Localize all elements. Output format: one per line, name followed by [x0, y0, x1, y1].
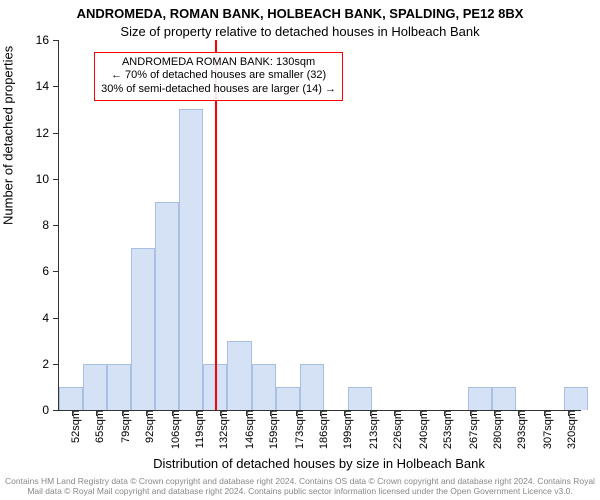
histogram-bar — [252, 364, 276, 410]
histogram-bar — [59, 387, 83, 410]
y-tick-label: 8 — [42, 218, 59, 232]
histogram-bar — [492, 387, 516, 410]
x-tick-label: 119sqm — [186, 410, 206, 448]
histogram-bar — [179, 109, 203, 410]
y-tick-label: 10 — [36, 172, 59, 186]
x-tick-label: 65sqm — [86, 410, 106, 443]
x-tick-label: 186sqm — [310, 410, 330, 449]
x-tick-label: 267sqm — [460, 410, 480, 449]
histogram-bar — [468, 387, 492, 410]
y-tick-label: 6 — [42, 264, 59, 278]
x-tick-label: 52sqm — [62, 410, 82, 443]
x-tick-label: 79sqm — [112, 410, 132, 443]
x-tick-label: 226sqm — [384, 410, 404, 449]
y-tick-label: 12 — [36, 126, 59, 140]
x-tick-label: 240sqm — [410, 410, 430, 449]
histogram-bar — [276, 387, 300, 410]
y-tick-label: 14 — [36, 79, 59, 93]
x-tick-label: 173sqm — [286, 410, 306, 449]
x-tick-label: 132sqm — [210, 410, 230, 449]
annotation-line-1: ANDROMEDA ROMAN BANK: 130sqm — [101, 56, 336, 70]
annotation-box: ANDROMEDA ROMAN BANK: 130sqm← 70% of det… — [94, 52, 343, 101]
histogram-bar — [107, 364, 131, 410]
x-tick-label: 293sqm — [508, 410, 528, 449]
x-tick-label: 146sqm — [236, 410, 256, 449]
x-axis-label: Distribution of detached houses by size … — [58, 456, 580, 471]
histogram-bar — [227, 341, 251, 410]
annotation-line-2: ← 70% of detached houses are smaller (32… — [101, 69, 336, 83]
chart-plot-area: 024681012141652sqm65sqm79sqm92sqm106sqm1… — [58, 40, 580, 410]
x-tick-label: 213sqm — [360, 410, 380, 449]
y-tick-label: 16 — [36, 33, 59, 47]
x-tick-label: 253sqm — [434, 410, 454, 449]
x-tick-label: 307sqm — [534, 410, 554, 449]
histogram-bar — [348, 387, 372, 410]
chart-title: Size of property relative to detached ho… — [0, 24, 600, 39]
attribution-footer: Contains HM Land Registry data © Crown c… — [0, 476, 600, 496]
histogram-bar — [131, 248, 155, 410]
y-axis-label: Number of detached properties — [1, 46, 16, 225]
x-tick-label: 280sqm — [484, 410, 504, 449]
x-tick-label: 92sqm — [136, 410, 156, 443]
x-tick-label: 106sqm — [162, 410, 182, 449]
histogram-bar — [155, 202, 179, 410]
histogram-bar — [83, 364, 107, 410]
histogram-bar — [300, 364, 324, 410]
x-tick-label: 159sqm — [260, 410, 280, 449]
histogram-bar — [564, 387, 588, 410]
y-tick-label: 0 — [42, 403, 59, 417]
plot-region: 024681012141652sqm65sqm79sqm92sqm106sqm1… — [58, 40, 581, 411]
annotation-line-3: 30% of semi-detached houses are larger (… — [101, 83, 336, 97]
x-tick-label: 320sqm — [558, 410, 578, 449]
y-tick-label: 4 — [42, 311, 59, 325]
chart-super-title: ANDROMEDA, ROMAN BANK, HOLBEACH BANK, SP… — [0, 6, 600, 21]
x-tick-label: 199sqm — [334, 410, 354, 449]
y-tick-label: 2 — [42, 357, 59, 371]
